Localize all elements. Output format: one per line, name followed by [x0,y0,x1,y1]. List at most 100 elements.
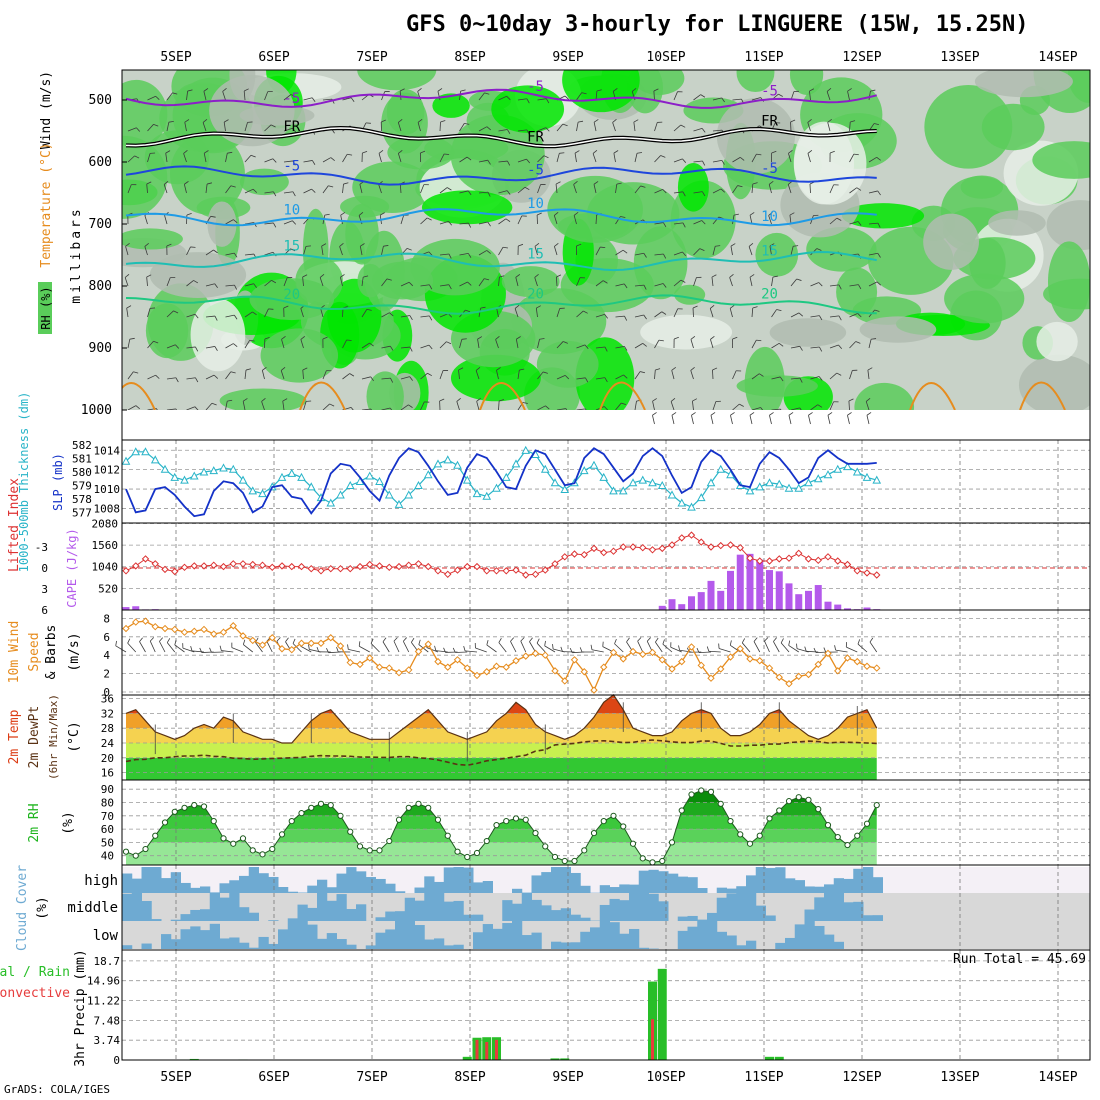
temp-tick: 36 [101,693,114,706]
wind-barb-flag [673,336,679,340]
cloud-bar [151,919,162,921]
wind-barb-flag [573,212,579,216]
wind-barb [693,191,703,194]
wind-barb [595,280,604,287]
precip-tick: 7.48 [94,1014,121,1027]
wind-barb-flag [871,338,877,340]
wind-barb [537,371,544,380]
temp-band [126,728,877,743]
wind-barb [476,401,480,410]
wind-barb [496,370,499,380]
wind-barb [420,315,430,318]
thickness-marker [384,490,394,499]
cloud-bar [385,911,396,921]
wind-barb [244,311,253,318]
cloud-bar [551,941,562,949]
li-marker [522,571,530,579]
cloud-bar [560,942,571,949]
li-marker [863,569,871,577]
wind-barb [439,370,444,380]
wind-barb-flag [499,275,505,278]
cape-bar [697,592,705,610]
wind-barb [848,400,850,410]
wind-barb-flag [818,376,823,381]
wind-barb [382,641,390,653]
wind-barb-flag [448,253,452,259]
wind-barb-flag [652,412,657,416]
cloud-bar [131,893,142,921]
wind-barb-flag [798,312,804,317]
wind-barb-flag [411,637,415,643]
wind-barb-flag [788,640,791,646]
wind-barb-flag [496,367,501,371]
wind-barb-flag [292,220,297,225]
cloud-bar [414,925,425,949]
wind-barb-flag [389,312,394,317]
wind-barb-flag [780,408,782,410]
rh-blob [122,135,168,219]
cloud-bar [668,873,679,893]
cloud-bar [804,886,815,893]
contour-label: -5 [527,79,544,95]
wind-barb [634,343,643,349]
wind-barb [192,650,205,653]
wind-barb [321,246,324,256]
li-marker [873,571,881,579]
wind-barb-flag [838,344,843,349]
wind-barb-flag [623,374,628,379]
wind-barb-flag [682,251,687,257]
precip-total-bar [560,1058,570,1060]
wind-barb-flag [264,336,270,340]
wind-barb [244,253,254,256]
wind-marker [570,656,579,664]
wind-barb-flag [420,150,426,154]
rh2-marker [746,840,754,847]
wind-barb [847,91,850,101]
wind-barb-flag [696,647,700,653]
temp-contour-warm [122,382,156,410]
wind-barb-flag [564,375,570,380]
wind-barb [264,280,272,287]
wind-barb-flag [280,366,286,371]
wind-barb [361,376,371,380]
cloud-bar [200,909,211,921]
wind-barb [127,127,137,132]
thickness-tick: 577 [72,507,92,520]
cloud-bar [658,901,669,921]
wind-barb [847,415,850,425]
wind-barb-flag [596,89,602,92]
wind-marker [307,639,315,647]
wind-barb-flag [186,213,192,216]
rh2-marker [210,818,217,825]
wind-barb-flag [468,222,472,228]
li-marker [726,541,735,549]
thickness-marker [306,482,316,491]
wind-barb [166,344,176,349]
thickness-marker [833,464,843,473]
date-label-bottom: 10SEP [646,1070,685,1085]
li-marker [122,567,130,575]
thickness-marker [180,475,189,484]
wind-barb [261,401,265,410]
wind-barb [654,369,656,380]
wind-barb [790,407,800,410]
wind-barb-flag [358,641,361,647]
wind-barb-flag [680,279,686,283]
precip-panel [122,950,1090,1061]
wind-barb [693,220,702,225]
li-tick: 6 [41,604,48,617]
wind-barb [340,277,343,287]
wind-barb-flag [350,407,354,410]
cloud-bar [599,885,610,893]
wind-barb-flag [564,95,570,100]
wind-barb [826,91,831,101]
temp-tick: 24 [101,737,115,750]
wind-barb [710,415,714,425]
cloud-bar [414,887,425,893]
wind-barb-flag [776,309,782,312]
rh-blob [501,266,560,298]
wind-barb-flag [671,412,677,416]
wind-barb [614,643,624,653]
cloud-bar [658,871,669,893]
wind-barb [615,374,624,380]
